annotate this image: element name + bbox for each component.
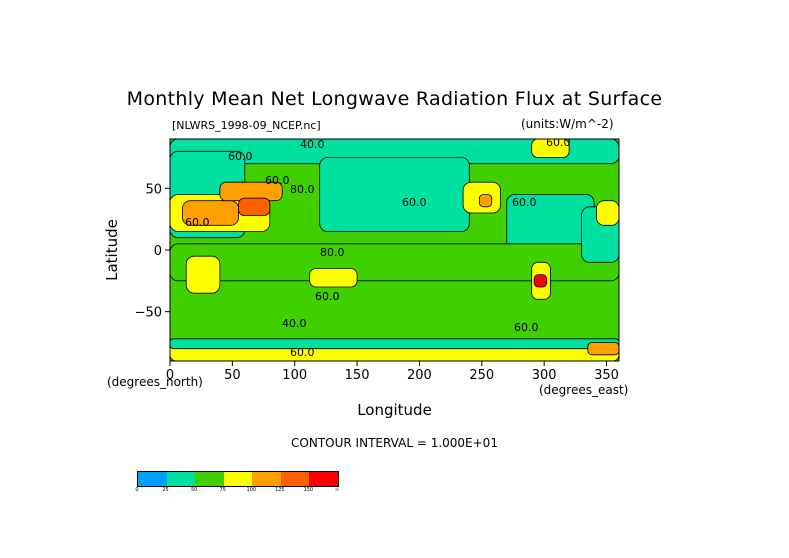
contour-label: 80.0 xyxy=(320,246,345,259)
y-axis-unit: (degrees_north) xyxy=(107,375,203,389)
colorbar-swatch xyxy=(223,472,253,486)
colorbar-swatch xyxy=(252,472,281,486)
y-axis: 50 0 −50 xyxy=(135,182,170,321)
contour-labels: 40.060.060.080.060.060.0 60.080.060.040.0… xyxy=(185,136,571,359)
flux-region xyxy=(319,157,470,232)
x-tick-label: 350 xyxy=(594,368,619,383)
colorbar-swatch xyxy=(195,472,224,486)
contour-label: 60.0 xyxy=(185,216,210,229)
contour-label: 60.0 xyxy=(514,321,539,334)
colorbar-label: 100 xyxy=(246,487,257,493)
contour-label: 60.0 xyxy=(290,346,315,359)
y-axis-label: Latitude xyxy=(103,219,121,281)
contour-label: 60.0 xyxy=(228,150,253,163)
contour-label: 60.0 xyxy=(512,196,537,209)
colorbar-label: 125 xyxy=(275,487,285,493)
x-axis: 0 50 100 150 200 250 300 350 xyxy=(166,361,619,383)
contour-label: 60.0 xyxy=(402,196,427,209)
flux-region xyxy=(170,243,619,282)
x-tick-label: 300 xyxy=(532,368,557,383)
plot-area xyxy=(170,139,619,361)
x-tick-label: 150 xyxy=(345,368,370,383)
flux-region xyxy=(478,194,493,208)
flux-region xyxy=(596,200,619,226)
colorbar-labels: 0 25 50 75 100 125 150 ∞ xyxy=(135,487,340,495)
contour-label: 40.0 xyxy=(300,138,325,151)
colorbar xyxy=(137,471,339,487)
flux-region xyxy=(238,197,271,216)
chart-title: Monthly Mean Net Longwave Radiation Flux… xyxy=(126,88,663,110)
colorbar-label: 75 xyxy=(219,487,226,493)
contour-interval: CONTOUR INTERVAL = 1.000E+01 xyxy=(291,436,498,450)
x-tick-label: 100 xyxy=(282,368,307,383)
contour-label: 60.0 xyxy=(265,174,290,187)
y-tick-label: 0 xyxy=(154,244,162,259)
flux-region xyxy=(170,338,619,350)
colorbar-swatch xyxy=(138,472,167,486)
flux-region xyxy=(587,342,619,356)
colorbar-label: 25 xyxy=(162,487,169,493)
flux-region xyxy=(182,200,239,226)
flux-region xyxy=(185,255,221,294)
y-tick-label: −50 xyxy=(135,306,162,321)
flux-region xyxy=(309,268,358,288)
x-tick-label: 250 xyxy=(469,368,494,383)
y-tick-label: 50 xyxy=(145,182,162,197)
file-label: [NLWRS_1998-09_NCEP.nc] xyxy=(172,119,321,132)
units-label: (units:W/m^-2) xyxy=(521,117,614,131)
colorbar-swatch xyxy=(280,472,310,486)
contour-label: 40.0 xyxy=(282,317,307,330)
colorbar-label: 0 xyxy=(135,487,139,493)
contour-label: 60.0 xyxy=(315,290,340,303)
flux-region xyxy=(531,139,570,158)
x-axis-label: Longitude xyxy=(357,401,432,419)
x-tick-label: 200 xyxy=(407,368,432,383)
x-tick-label: 50 xyxy=(224,368,241,383)
x-axis-unit: (degrees_east) xyxy=(539,383,629,397)
colorbar-swatch xyxy=(166,472,196,486)
contour-label: 80.0 xyxy=(290,183,315,196)
x-tick-label: 0 xyxy=(166,368,174,383)
colorbar-label: ∞ xyxy=(334,487,340,493)
colorbar-swatch xyxy=(309,472,339,486)
contour-label: 60.0 xyxy=(546,136,571,149)
flux-region xyxy=(533,274,548,288)
colorbar-label: 50 xyxy=(190,487,198,493)
colorbar-label: 150 xyxy=(303,487,314,493)
